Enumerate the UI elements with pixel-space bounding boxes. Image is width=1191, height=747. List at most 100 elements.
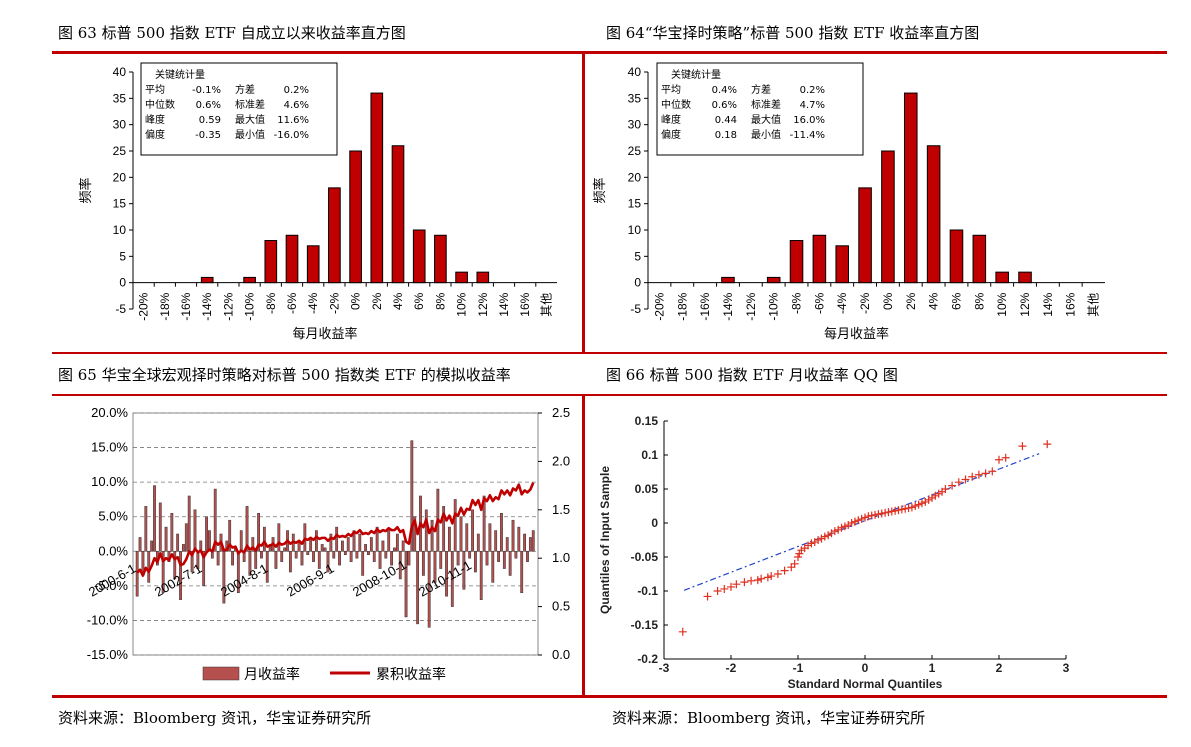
fig63-stat-value: 11.6% bbox=[277, 115, 309, 126]
fig65-return-bar bbox=[306, 551, 310, 555]
fig66-point bbox=[867, 511, 876, 520]
fig65-return-bar bbox=[326, 551, 330, 573]
fig64-y-tick-label: 35 bbox=[628, 91, 642, 105]
fig65-legend-bar-swatch bbox=[202, 666, 240, 681]
fig66-point bbox=[995, 455, 1003, 464]
fig65-return-bar bbox=[150, 540, 154, 552]
fig63-stat-name: 平均 bbox=[145, 84, 165, 96]
fig65-return-bar bbox=[245, 506, 249, 552]
fig66-point bbox=[727, 582, 735, 591]
fig65-return-bar bbox=[173, 551, 177, 580]
fig66-point bbox=[934, 489, 943, 498]
middle-rule-lower bbox=[52, 394, 1167, 396]
fig65-cumulative-line bbox=[136, 482, 535, 577]
fig63-stat-name: 方差 bbox=[235, 83, 255, 96]
fig63-bar bbox=[306, 245, 320, 284]
fig63-x-tick-label: 6% bbox=[412, 292, 426, 310]
fig65-left-tick-label: -5.0% bbox=[94, 578, 128, 593]
fig64-x-tick-label: 2% bbox=[904, 292, 918, 310]
fig66-point bbox=[941, 485, 950, 493]
fig64-bar bbox=[835, 245, 850, 284]
fig66-point bbox=[787, 563, 796, 572]
fig63-x-tick-label: 其他 bbox=[539, 293, 553, 317]
fig65-left-tick-label: 0.0% bbox=[98, 543, 128, 558]
fig65-return-bar bbox=[390, 551, 393, 566]
fig63-bar bbox=[476, 271, 490, 284]
fig65-return-bar bbox=[523, 533, 526, 552]
fig64-stat-name: 平均 bbox=[661, 84, 681, 96]
fig64-x-tick-label: 14% bbox=[1041, 292, 1055, 316]
fig65-return-bar bbox=[312, 551, 315, 562]
top-rule bbox=[52, 51, 1167, 54]
fig65-date-label: 2004-8-1 bbox=[218, 561, 271, 600]
fig66-x-tick-label: -2 bbox=[726, 661, 737, 675]
fig64-x-tick-label: -18% bbox=[675, 292, 689, 320]
fig63-stat-value: 4.6% bbox=[284, 100, 309, 111]
fig65-return-bar bbox=[161, 551, 165, 594]
fig64-bar bbox=[812, 234, 827, 284]
fig65-return-bar bbox=[349, 551, 353, 562]
fig65-return-bar bbox=[520, 551, 524, 594]
fig65-return-bar bbox=[381, 540, 385, 552]
fig65-legend-bar-label: 月收益率 bbox=[244, 666, 300, 682]
fig65-return-bar bbox=[352, 530, 356, 552]
fig65-return-bar bbox=[193, 509, 197, 552]
fig64-title: 图 64“华宝择时策略”标普 500 指数 ETF 收益率直方图 bbox=[606, 24, 980, 42]
fig64-bar bbox=[858, 187, 872, 284]
fig64-stat-name: 偏度 bbox=[661, 128, 681, 141]
fig63-x-tick-label: -18% bbox=[158, 292, 172, 320]
fig66-point bbox=[840, 522, 849, 531]
fig65-left-tick-label: 15.0% bbox=[91, 440, 128, 455]
fig65-return-bar bbox=[421, 551, 425, 576]
fig65-return-bar bbox=[176, 533, 180, 552]
fig64-y-tick-label: 20 bbox=[628, 170, 642, 184]
fig63-stats-box bbox=[140, 62, 338, 156]
fig65-return-bar bbox=[251, 537, 255, 552]
fig64-stat-value: 0.4% bbox=[712, 85, 737, 96]
fig66-point bbox=[948, 481, 957, 490]
fig65-return-bar bbox=[239, 530, 243, 552]
fig66-x-tick-label: 0 bbox=[862, 661, 869, 675]
fig65-return-bar bbox=[335, 526, 339, 552]
fig65-return-bar bbox=[439, 551, 443, 569]
fig64-bar bbox=[995, 271, 1009, 284]
fig65-return-bar bbox=[277, 523, 281, 552]
fig63-y-tick-label: 40 bbox=[113, 65, 127, 79]
fig66-point bbox=[720, 584, 729, 593]
fig64-y-tick-label: 10 bbox=[628, 223, 642, 237]
fig65-return-bar bbox=[338, 551, 341, 566]
fig65-return-bar bbox=[502, 551, 506, 569]
fig64-y-tick-label: 0 bbox=[634, 276, 641, 290]
fig65-return-bar bbox=[459, 516, 463, 552]
fig65-return-bar bbox=[265, 551, 269, 583]
fig65-left-tick-label: 5.0% bbox=[98, 509, 128, 524]
fig65-return-bar bbox=[158, 502, 162, 552]
fig64-y-tick-label: 30 bbox=[628, 118, 642, 132]
fig66-point bbox=[871, 510, 880, 519]
fig66-point bbox=[887, 507, 896, 516]
fig65-return-bar bbox=[346, 537, 350, 552]
fig63-x-tick-label: 2% bbox=[370, 292, 384, 310]
fig66-point bbox=[974, 470, 983, 479]
fig65-return-bar bbox=[427, 551, 431, 628]
fig65-return-bar bbox=[410, 440, 414, 552]
fig65-return-bar bbox=[248, 551, 252, 576]
fig65-return-bar bbox=[364, 544, 367, 552]
fig66-point bbox=[884, 508, 893, 517]
fig66-point bbox=[794, 553, 802, 561]
fig65-return-bar bbox=[526, 551, 529, 562]
fig65-return-bar bbox=[497, 551, 500, 562]
fig65-return-bar bbox=[164, 526, 168, 552]
fig65-return-bar bbox=[393, 547, 396, 552]
fig66-point bbox=[763, 573, 772, 582]
fig64-y-tick-label: 15 bbox=[628, 197, 642, 211]
fig64-stat-name: 方差 bbox=[751, 83, 771, 96]
fig66-x-tick-label: -1 bbox=[793, 661, 804, 675]
fig63-x-tick-label: -2% bbox=[327, 292, 341, 314]
fig66-title: 图 66 标普 500 指数 ETF 月收益率 QQ 图 bbox=[606, 366, 898, 384]
fig66-y-tick-label: -0.2 bbox=[637, 652, 658, 666]
fig66-x-tick-label: 1 bbox=[929, 661, 936, 675]
fig65-return-bar bbox=[323, 547, 327, 552]
fig65-return-bar bbox=[288, 551, 292, 573]
fig66-point bbox=[1001, 453, 1010, 462]
